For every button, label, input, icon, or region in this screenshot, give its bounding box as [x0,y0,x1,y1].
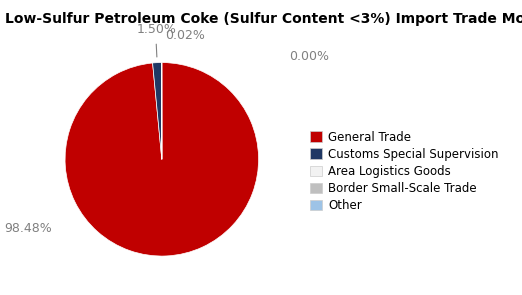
Text: 0.00%: 0.00% [290,50,329,63]
Text: 1.50%: 1.50% [137,23,177,36]
Text: Low-Sulfur Petroleum Coke (Sulfur Content <3%) Import Trade Mode Share: Low-Sulfur Petroleum Coke (Sulfur Conten… [5,12,522,26]
Text: 0.02%: 0.02% [165,29,206,42]
Legend: General Trade, Customs Special Supervision, Area Logistics Goods, Border Small-S: General Trade, Customs Special Supervisi… [308,128,501,214]
Wedge shape [152,63,162,159]
Text: 98.48%: 98.48% [4,222,52,235]
Wedge shape [65,63,258,256]
